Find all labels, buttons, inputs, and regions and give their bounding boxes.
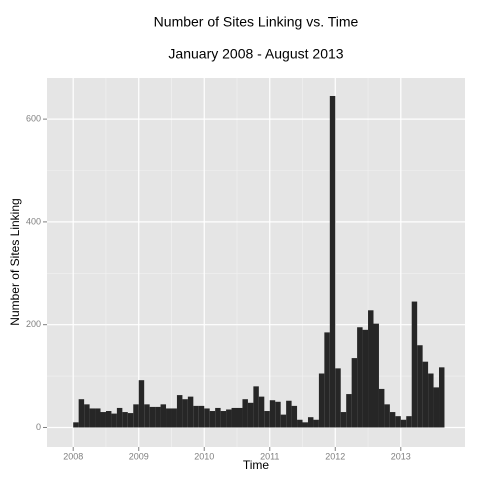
x-tick-label: 2012 — [325, 451, 345, 461]
bar — [269, 400, 276, 428]
bar — [368, 310, 374, 428]
y-tick-label: 600 — [26, 113, 41, 123]
bar — [231, 407, 237, 428]
bar — [171, 408, 177, 428]
bar — [400, 419, 407, 428]
bar — [78, 399, 85, 428]
bar — [127, 413, 134, 428]
bar — [116, 407, 123, 428]
bar — [155, 406, 161, 428]
bar — [411, 301, 418, 428]
bar — [384, 404, 390, 428]
bar — [144, 404, 150, 428]
bar — [389, 412, 396, 428]
y-tick-label: 400 — [26, 216, 41, 226]
bar — [307, 417, 314, 428]
bar — [166, 408, 172, 428]
bar — [253, 386, 259, 428]
bar — [198, 405, 205, 428]
bar — [313, 419, 319, 428]
bar — [324, 332, 330, 428]
bar — [160, 404, 167, 428]
bar — [220, 411, 227, 428]
bar — [247, 402, 254, 428]
bar — [406, 416, 412, 428]
x-tick-label: 2010 — [194, 451, 214, 461]
bar — [187, 396, 194, 428]
bar — [73, 422, 79, 428]
bar — [329, 95, 336, 428]
bar — [275, 401, 281, 428]
y-axis-label: Number of Sites Linking — [8, 198, 22, 325]
bar — [395, 416, 401, 428]
bar — [335, 368, 341, 428]
bar — [318, 373, 325, 428]
bar — [378, 388, 385, 428]
bar — [176, 395, 183, 428]
bar — [428, 373, 434, 428]
bar — [242, 399, 248, 428]
x-tick-label: 2008 — [63, 451, 83, 461]
bar — [237, 407, 243, 428]
x-tick-label: 2011 — [260, 451, 279, 461]
bar — [226, 409, 232, 428]
bar — [340, 412, 347, 428]
bar — [422, 361, 429, 428]
bar — [417, 345, 423, 428]
x-tick-label: 2013 — [391, 451, 411, 461]
chart-title: Number of Sites Linking vs. Time — [154, 14, 359, 30]
bar — [89, 408, 96, 428]
bar — [280, 414, 287, 428]
bar — [182, 399, 188, 428]
bar — [149, 406, 156, 428]
bar — [433, 387, 440, 428]
bar — [122, 412, 128, 428]
chart-subtitle: January 2008 - August 2013 — [168, 46, 343, 62]
x-axis-label: Time — [243, 458, 270, 472]
bar — [291, 405, 298, 428]
plot-panel — [47, 78, 465, 447]
bar — [373, 323, 379, 428]
bar — [95, 408, 101, 428]
y-tick-label: 200 — [26, 319, 41, 329]
bar — [111, 413, 117, 428]
bar — [258, 396, 265, 428]
bar — [286, 400, 292, 428]
bar — [297, 419, 303, 428]
bar — [204, 408, 210, 428]
bar — [215, 407, 221, 428]
bar — [357, 327, 363, 428]
bar — [105, 411, 112, 428]
bar — [362, 329, 369, 428]
bar — [133, 404, 139, 428]
bar — [264, 411, 270, 428]
bar — [209, 411, 216, 428]
bar — [138, 380, 145, 428]
bar — [351, 358, 358, 428]
bar — [302, 422, 308, 428]
bar — [100, 412, 106, 428]
x-tick-label: 2009 — [129, 451, 149, 461]
bar — [84, 404, 90, 428]
y-tick-label: 0 — [36, 422, 41, 432]
bar — [346, 394, 352, 428]
bar — [439, 367, 445, 428]
bar — [193, 405, 199, 428]
